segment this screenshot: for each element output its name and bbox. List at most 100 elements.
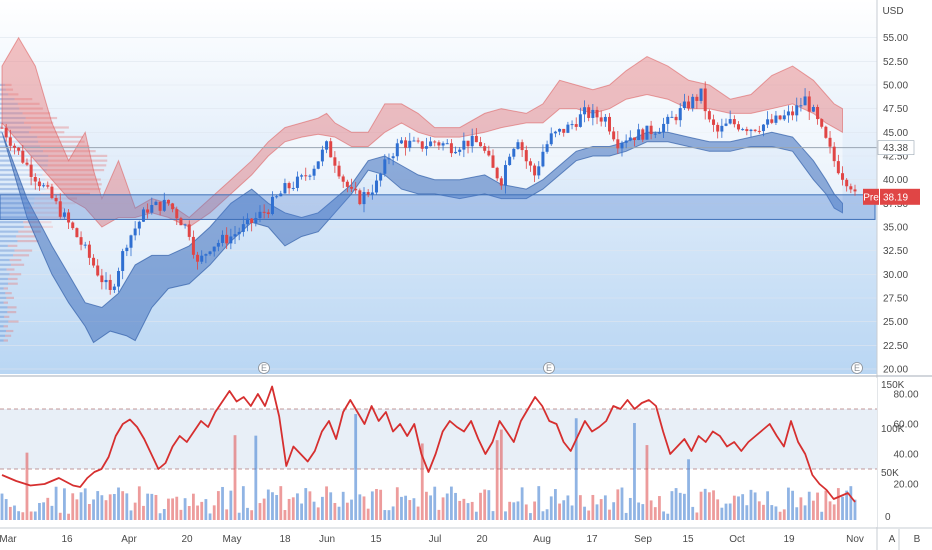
volume-bar — [246, 508, 249, 520]
candle-up — [154, 202, 157, 205]
currency-label: USD — [882, 6, 903, 17]
volume-bar — [30, 512, 33, 520]
price-tick: 20.00 — [883, 365, 908, 376]
volume-bar — [196, 506, 199, 520]
candle-up — [720, 126, 723, 132]
price-tick: 50.00 — [883, 81, 908, 92]
candle-down — [25, 163, 28, 165]
candle-up — [766, 119, 769, 124]
time-tick: Sep — [634, 534, 652, 545]
volume-bar — [105, 500, 108, 520]
price-tick: 32.50 — [883, 246, 908, 257]
candle-up — [138, 222, 141, 229]
profile-bar-up — [0, 287, 4, 289]
volume-bar — [17, 511, 20, 520]
candle-up — [84, 245, 87, 246]
candle-down — [483, 146, 486, 151]
candle-up — [604, 117, 607, 122]
candle-down — [367, 192, 370, 194]
volume-bar — [46, 498, 49, 520]
volume-bar — [67, 514, 70, 520]
candle-down — [50, 187, 53, 198]
auto-scale-button[interactable]: A — [889, 534, 896, 545]
volume-bar — [267, 490, 270, 520]
candle-up — [105, 280, 108, 282]
volume-bar — [845, 491, 848, 520]
time-tick: Aug — [533, 534, 551, 545]
profile-bar-up — [0, 325, 4, 327]
candle-up — [645, 126, 648, 140]
candle-down — [733, 119, 736, 124]
volume-bar — [679, 493, 682, 520]
volume-bar — [754, 492, 757, 520]
price-tick: 45.00 — [883, 128, 908, 139]
oscillator-tick: 40.00 — [893, 450, 918, 461]
candle-up — [512, 149, 515, 157]
candle-up — [275, 196, 278, 197]
candle-up — [142, 209, 145, 221]
volume-bar — [167, 499, 170, 520]
volume-bar — [138, 486, 141, 520]
candle-down — [34, 177, 37, 182]
volume-bar — [254, 436, 257, 520]
volume-bar — [429, 495, 432, 520]
profile-bar-down — [10, 273, 22, 275]
volume-bar — [188, 506, 191, 520]
candle-down — [288, 183, 291, 188]
candle-down — [533, 166, 536, 176]
candle-down — [712, 119, 715, 124]
log-scale-button[interactable]: B — [914, 534, 921, 545]
volume-bar — [783, 509, 786, 520]
volume-bar — [695, 512, 698, 520]
profile-bar-down — [6, 297, 14, 299]
candle-down — [475, 136, 478, 142]
candle-down — [421, 141, 424, 148]
candle-up — [442, 143, 445, 145]
candle-down — [175, 209, 178, 218]
volume-bar — [388, 510, 391, 520]
candle-down — [92, 258, 95, 266]
candle-down — [13, 146, 16, 148]
volume-bar — [579, 495, 582, 520]
volume-bar — [646, 445, 649, 520]
volume-bar — [63, 488, 66, 520]
volume-bar — [363, 496, 366, 520]
volume-bar — [250, 510, 253, 520]
volume-bar — [342, 492, 345, 520]
volume-bar — [633, 423, 636, 520]
candle-down — [350, 187, 353, 189]
candle-up — [300, 175, 303, 176]
candle-up — [504, 165, 507, 186]
time-tick: 15 — [370, 534, 382, 545]
profile-bar-up — [0, 249, 14, 251]
profile-bar-up — [0, 320, 8, 322]
candle-down — [450, 143, 453, 153]
volume-bar — [745, 505, 748, 520]
volume-bar — [575, 418, 578, 520]
volume-bar — [433, 487, 436, 520]
candle-down — [521, 142, 524, 150]
profile-bar-down — [16, 235, 36, 237]
candle-down — [346, 182, 349, 187]
volume-bar — [109, 494, 112, 520]
candle-down — [596, 110, 599, 117]
volume-bar — [666, 514, 669, 520]
candle-down — [417, 141, 420, 142]
volume-bar — [292, 497, 295, 520]
candle-down — [179, 218, 182, 225]
volume-bar — [708, 492, 711, 520]
profile-bar-up — [0, 259, 10, 261]
candle-up — [741, 129, 744, 130]
volume-bar — [379, 490, 382, 520]
volume-bar — [533, 502, 536, 520]
volume-bar — [762, 505, 765, 520]
candle-down — [96, 266, 99, 276]
volume-bar — [313, 502, 316, 520]
volume-bar — [417, 507, 420, 520]
volume-bar — [583, 507, 586, 520]
candle-down — [575, 124, 578, 127]
candle-down — [71, 222, 74, 228]
candle-down — [770, 119, 773, 123]
candle-down — [587, 107, 590, 118]
candle-down — [5, 128, 8, 138]
